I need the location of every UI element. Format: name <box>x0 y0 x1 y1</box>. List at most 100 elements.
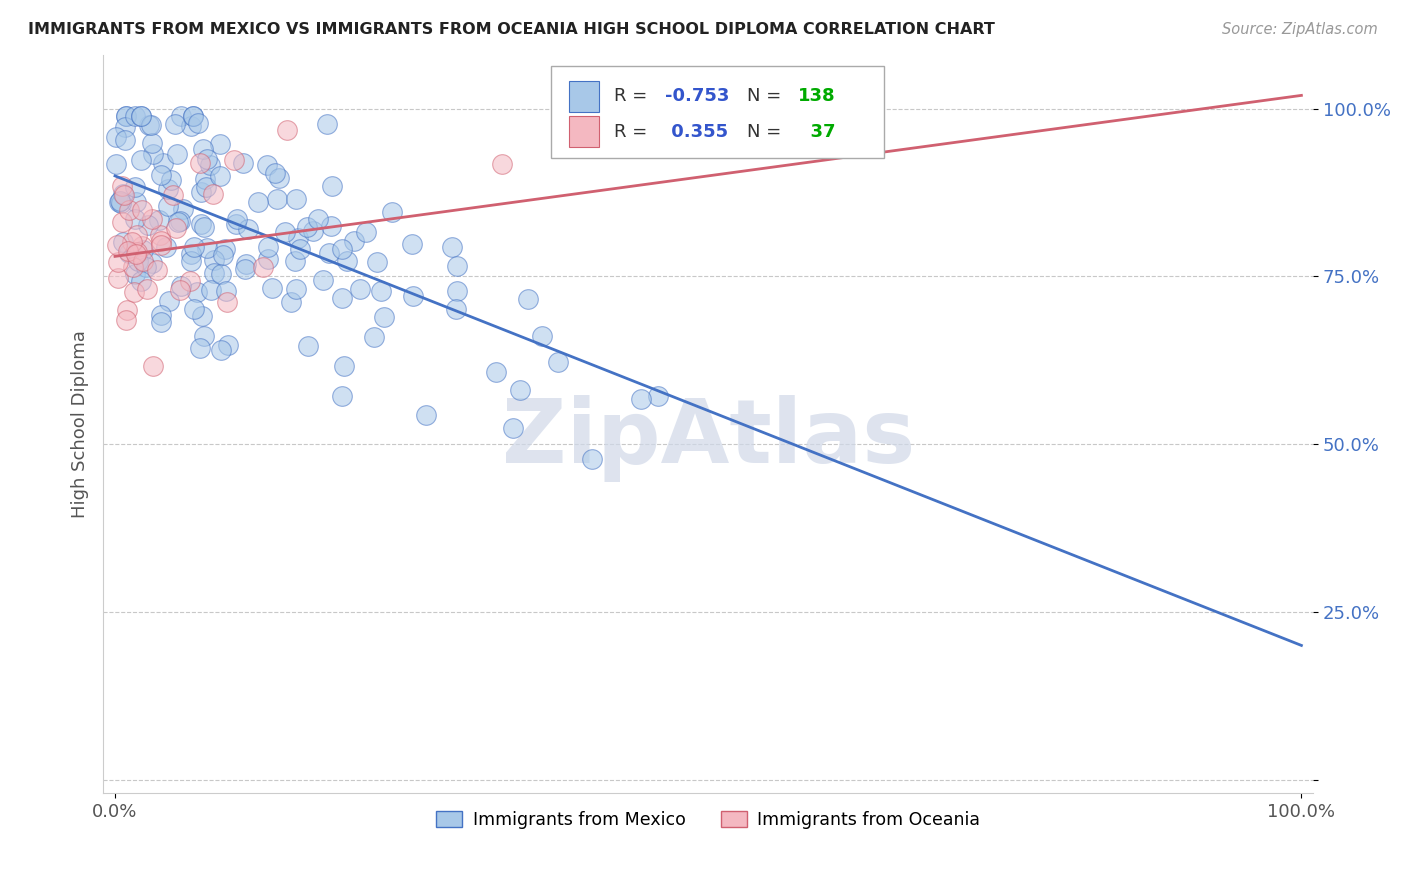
FancyBboxPatch shape <box>551 66 884 159</box>
Point <box>547 355 569 369</box>
Point <box>446 284 468 298</box>
Point <box>181 108 204 122</box>
Point <box>284 253 307 268</box>
Text: R =: R = <box>614 87 652 105</box>
Bar <box>569 116 599 147</box>
Point <box>201 186 224 201</box>
Point <box>264 166 287 180</box>
Point <box>195 152 218 166</box>
Point <box>163 117 186 131</box>
Point <box>267 171 290 186</box>
Point <box>148 213 170 227</box>
Point <box>169 283 191 297</box>
Point <box>131 153 153 167</box>
Point <box>349 282 371 296</box>
Point <box>112 187 135 202</box>
Point <box>509 384 531 398</box>
Point <box>170 108 193 122</box>
Point <box>108 194 131 209</box>
Point <box>170 279 193 293</box>
Point <box>165 221 187 235</box>
Point <box>105 238 128 252</box>
Point <box>122 285 145 299</box>
Y-axis label: High School Diploma: High School Diploma <box>72 330 89 518</box>
Point <box>111 235 134 249</box>
Point <box>183 301 205 316</box>
Point <box>415 409 437 423</box>
Point <box>485 365 508 379</box>
Text: ZipAtlas: ZipAtlas <box>502 395 915 483</box>
Point <box>129 108 152 122</box>
Point <box>235 257 257 271</box>
Point <box>118 203 141 218</box>
Point <box>297 339 319 353</box>
Point <box>114 108 136 122</box>
Point <box>287 231 309 245</box>
Point <box>225 217 247 231</box>
Point <box>301 224 323 238</box>
Point <box>284 192 307 206</box>
Point <box>105 157 128 171</box>
Point <box>647 388 669 402</box>
Point <box>321 178 343 193</box>
Point <box>235 261 257 276</box>
Point <box>107 270 129 285</box>
Point <box>121 235 143 250</box>
Point <box>502 421 524 435</box>
Point <box>110 195 132 210</box>
Point <box>160 173 183 187</box>
Point <box>124 211 146 226</box>
Point <box>125 245 148 260</box>
Point <box>156 182 179 196</box>
Point <box>222 153 245 167</box>
Point <box>188 156 211 170</box>
Point <box>188 341 211 355</box>
Point <box>238 221 260 235</box>
Point <box>202 266 225 280</box>
Point <box>316 117 339 131</box>
Point <box>118 246 141 260</box>
Point <box>142 146 165 161</box>
Point <box>336 254 359 268</box>
Point <box>114 133 136 147</box>
Point <box>156 199 179 213</box>
Point <box>402 289 425 303</box>
Point <box>446 259 468 273</box>
Point <box>225 211 247 226</box>
Point <box>256 158 278 172</box>
Point <box>491 157 513 171</box>
Point <box>630 392 652 406</box>
Point <box>167 214 190 228</box>
Point <box>131 203 153 218</box>
Point <box>107 254 129 268</box>
Point <box>195 241 218 255</box>
Point <box>319 219 342 233</box>
Point <box>142 359 165 374</box>
Point <box>215 295 238 310</box>
Point <box>149 228 172 243</box>
Point <box>373 310 395 325</box>
Point <box>149 234 172 248</box>
Point <box>330 389 353 403</box>
Point <box>193 329 215 343</box>
Point <box>107 194 129 209</box>
Point <box>530 328 553 343</box>
Point <box>441 240 464 254</box>
Point <box>247 195 270 210</box>
Text: -0.753: -0.753 <box>665 87 730 105</box>
Point <box>401 236 423 251</box>
Point <box>105 130 128 145</box>
Text: 37: 37 <box>797 123 835 141</box>
Point <box>127 254 149 268</box>
Point <box>114 120 136 135</box>
Point <box>132 243 155 257</box>
Point <box>252 260 274 274</box>
Point <box>112 188 135 202</box>
Point <box>115 302 138 317</box>
Point <box>290 242 312 256</box>
Point <box>193 219 215 234</box>
Point <box>191 309 214 323</box>
Point <box>146 262 169 277</box>
Point <box>200 283 222 297</box>
Point <box>157 293 180 308</box>
